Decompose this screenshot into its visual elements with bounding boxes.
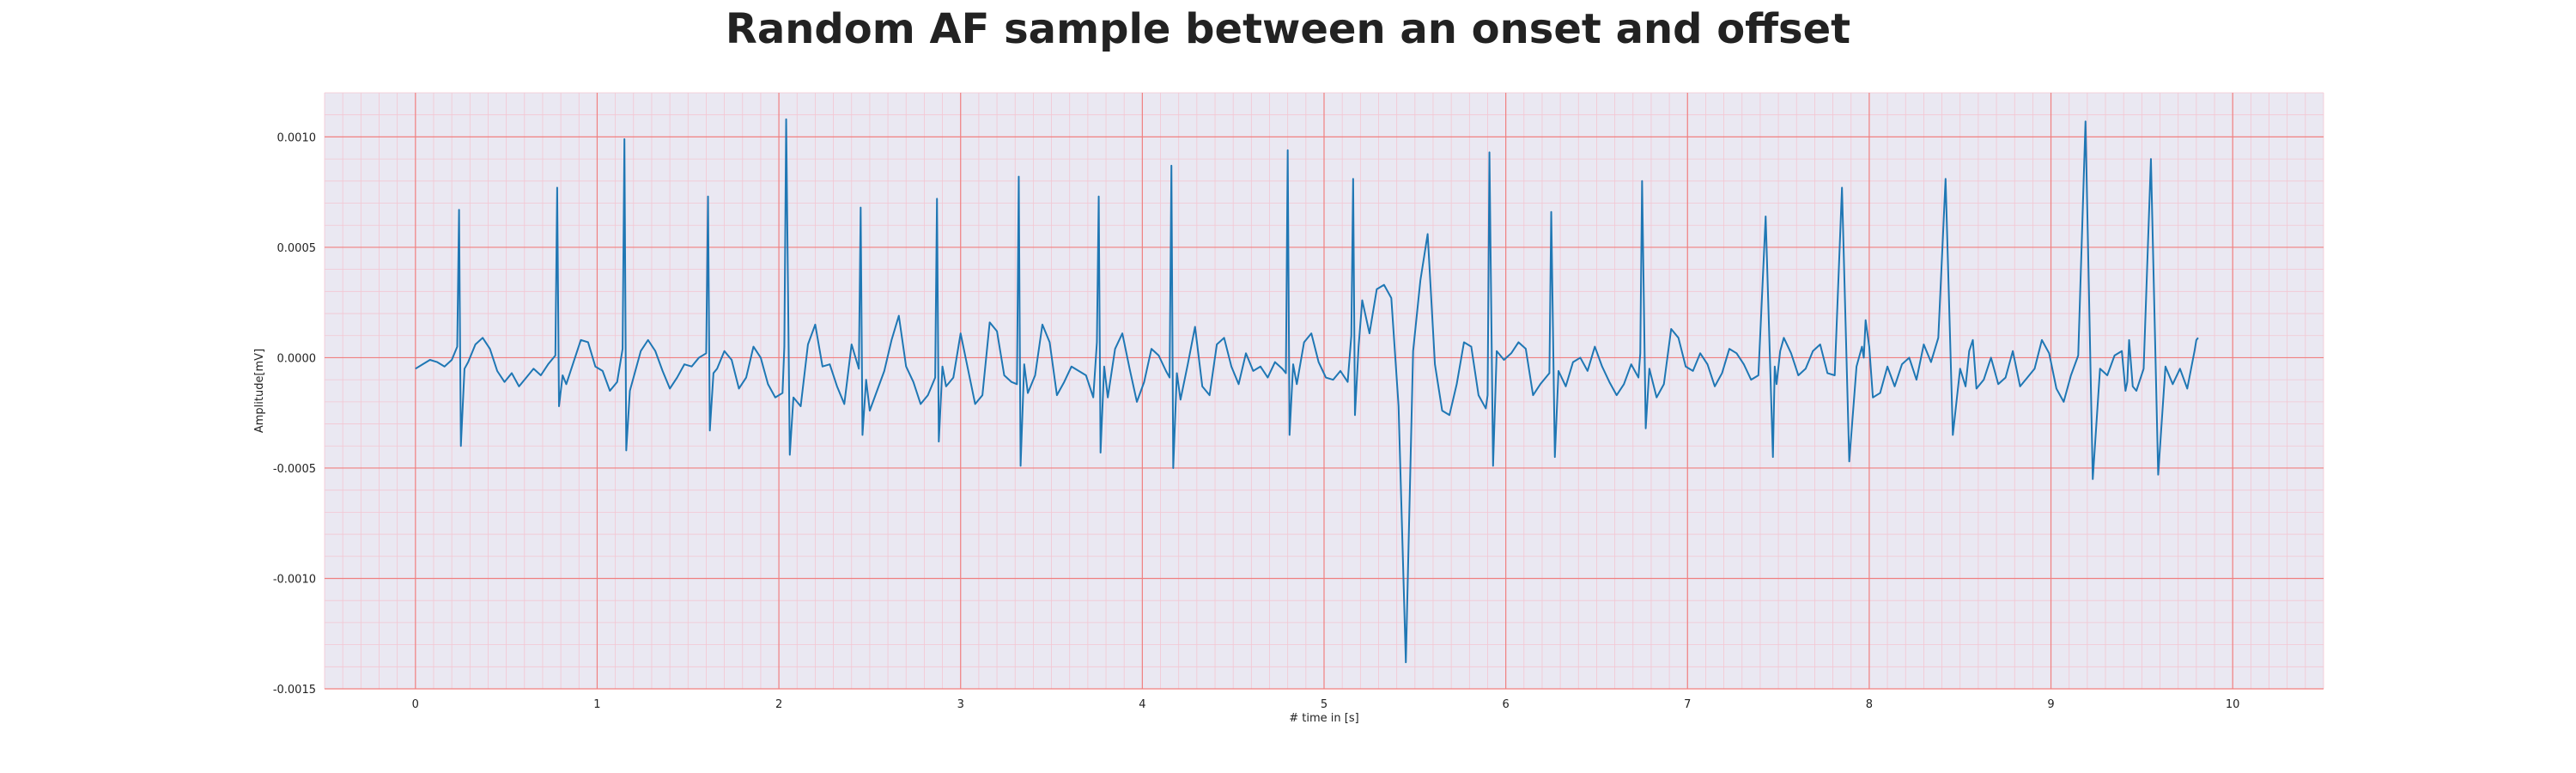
y-tick-label: 0.0005 [277, 242, 317, 255]
x-tick-label: 4 [1139, 698, 1145, 711]
x-tick-label: 9 [2047, 698, 2054, 711]
x-tick-label: 1 [593, 698, 600, 711]
chart-title: Random AF sample between an onset and of… [725, 5, 1851, 53]
y-tick-label: -0.0015 [273, 684, 316, 697]
x-tick-label: 10 [2226, 698, 2240, 711]
x-tick-label: 3 [957, 698, 964, 711]
x-tick-label: 7 [1684, 698, 1691, 711]
y-tick-label: -0.0005 [273, 463, 316, 476]
x-tick-label: 0 [412, 698, 419, 711]
y-axis-ticks: -0.0015 -0.0010 -0.0005 0.0000 0.0005 0.0010 [273, 131, 316, 697]
series-layer [415, 118, 2199, 664]
y-axis-label: Amplitude[mV] [253, 349, 266, 433]
x-tick-label: 5 [1321, 698, 1327, 711]
x-axis-label: # time in [s] [1289, 712, 1358, 725]
x-tick-label: 6 [1502, 698, 1509, 711]
y-tick-label: 0.0010 [277, 131, 317, 144]
y-tick-label: 0.0000 [277, 352, 317, 365]
x-axis-ticks: 0 1 2 3 4 5 6 7 8 9 10 [412, 698, 2240, 711]
x-tick-label: 8 [1866, 698, 1873, 711]
x-tick-label: 2 [775, 698, 782, 711]
y-tick-label: -0.0010 [273, 573, 316, 586]
series-line-ecg [415, 118, 2199, 664]
